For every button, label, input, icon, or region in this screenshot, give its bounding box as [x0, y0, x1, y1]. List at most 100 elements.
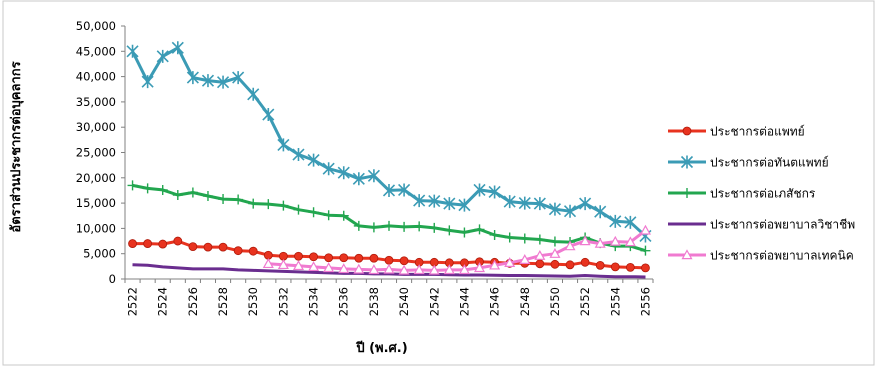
data-point — [202, 191, 213, 202]
x-tick-label: 2546 — [488, 287, 502, 316]
data-point — [218, 194, 229, 205]
x-tick-label: 2554 — [608, 287, 622, 316]
data-point — [579, 197, 592, 211]
x-axis-title: ปี (พ.ศ.) — [355, 340, 407, 356]
data-point — [263, 250, 273, 260]
data-point — [156, 49, 169, 63]
data-point — [640, 245, 651, 256]
data-point — [534, 249, 546, 260]
data-point — [308, 261, 320, 272]
data-point — [216, 75, 230, 89]
data-point — [641, 263, 650, 273]
data-point — [383, 263, 395, 274]
data-point — [682, 126, 692, 136]
data-point — [489, 229, 500, 240]
y-tick-label: 25,000 — [76, 146, 116, 160]
data-point — [428, 194, 441, 208]
data-point — [444, 225, 455, 236]
y-tick-label: 45,000 — [76, 44, 116, 58]
data-point — [384, 220, 394, 231]
series-3 — [127, 180, 651, 256]
data-point — [610, 262, 620, 272]
data-point — [188, 242, 198, 252]
data-point — [294, 251, 303, 261]
legend-item: ประชากรต่อทันตแพทย์ — [668, 155, 829, 170]
x-tick-label: 2530 — [246, 287, 260, 316]
x-tick-label: 2524 — [156, 287, 170, 316]
x-tick-label: 2532 — [276, 287, 290, 316]
x-tick-label: 2526 — [186, 287, 200, 316]
data-point — [428, 264, 440, 275]
data-point — [277, 138, 290, 152]
data-point — [262, 108, 275, 122]
y-tick-label: 5,000 — [83, 247, 116, 261]
data-point — [262, 258, 274, 269]
y-tick-label: 30,000 — [76, 120, 116, 134]
y-tick-label: 50,000 — [76, 19, 116, 33]
data-point — [580, 257, 590, 267]
data-point — [308, 207, 319, 218]
data-point — [186, 71, 199, 85]
data-point — [564, 240, 576, 251]
series-2 — [126, 41, 652, 243]
data-point — [504, 257, 516, 268]
x-tick-label: 2522 — [126, 287, 140, 316]
data-point — [158, 239, 168, 249]
data-point — [337, 166, 350, 180]
data-point — [563, 204, 577, 218]
data-point — [518, 196, 531, 210]
data-point — [233, 194, 244, 205]
data-point — [338, 210, 349, 221]
data-point — [172, 190, 183, 201]
data-point — [533, 197, 546, 211]
data-point — [368, 222, 379, 233]
data-point — [413, 264, 425, 275]
series-line — [132, 263, 646, 279]
data-point — [143, 239, 153, 248]
data-point — [232, 71, 245, 85]
data-point — [682, 188, 692, 198]
data-point — [353, 220, 364, 231]
data-point — [369, 253, 379, 263]
data-point — [309, 252, 318, 262]
data-point — [307, 153, 320, 167]
y-tick-label: 0 — [109, 272, 116, 286]
data-point — [399, 221, 410, 232]
data-point — [399, 256, 409, 266]
data-point — [352, 172, 365, 186]
data-point — [368, 264, 380, 275]
data-point — [127, 180, 138, 191]
data-point — [293, 204, 304, 215]
data-point — [247, 87, 260, 101]
data-point — [382, 183, 396, 197]
data-point — [519, 254, 531, 264]
data-point — [681, 249, 693, 260]
legend-label: ประชากรต่อเภสัชกร — [710, 187, 816, 201]
data-point — [594, 205, 607, 219]
x-tick-label: 2552 — [578, 287, 592, 316]
y-tick-label: 40,000 — [76, 70, 116, 84]
y-axis-title: อัตราส่วนประชากรต่อบุคลากร — [9, 61, 24, 232]
data-point — [504, 232, 515, 243]
legend-label: ประชากรต่อพยาบาลวิชาชีพ — [710, 218, 855, 232]
x-tick-label: 2528 — [216, 287, 230, 316]
data-point — [639, 224, 651, 235]
y-tick-label: 10,000 — [76, 221, 116, 235]
x-tick-label: 2540 — [397, 287, 411, 316]
legend-item: ประชากรต่อแพทย์ — [668, 125, 805, 139]
data-point — [278, 200, 289, 211]
data-point — [609, 235, 621, 246]
data-point — [323, 262, 335, 273]
data-point — [278, 251, 288, 261]
data-point — [277, 259, 289, 270]
data-point — [292, 148, 305, 162]
legend-item: ประชากรต่อพยาบาลเทคนิค — [668, 249, 854, 263]
data-point — [324, 253, 334, 263]
data-point — [384, 255, 394, 265]
data-point — [173, 236, 183, 246]
data-point — [680, 155, 694, 169]
legend-item: ประชากรต่อเภสัชกร — [668, 187, 816, 201]
y-tick-label: 35,000 — [76, 95, 116, 109]
data-point — [519, 233, 530, 244]
